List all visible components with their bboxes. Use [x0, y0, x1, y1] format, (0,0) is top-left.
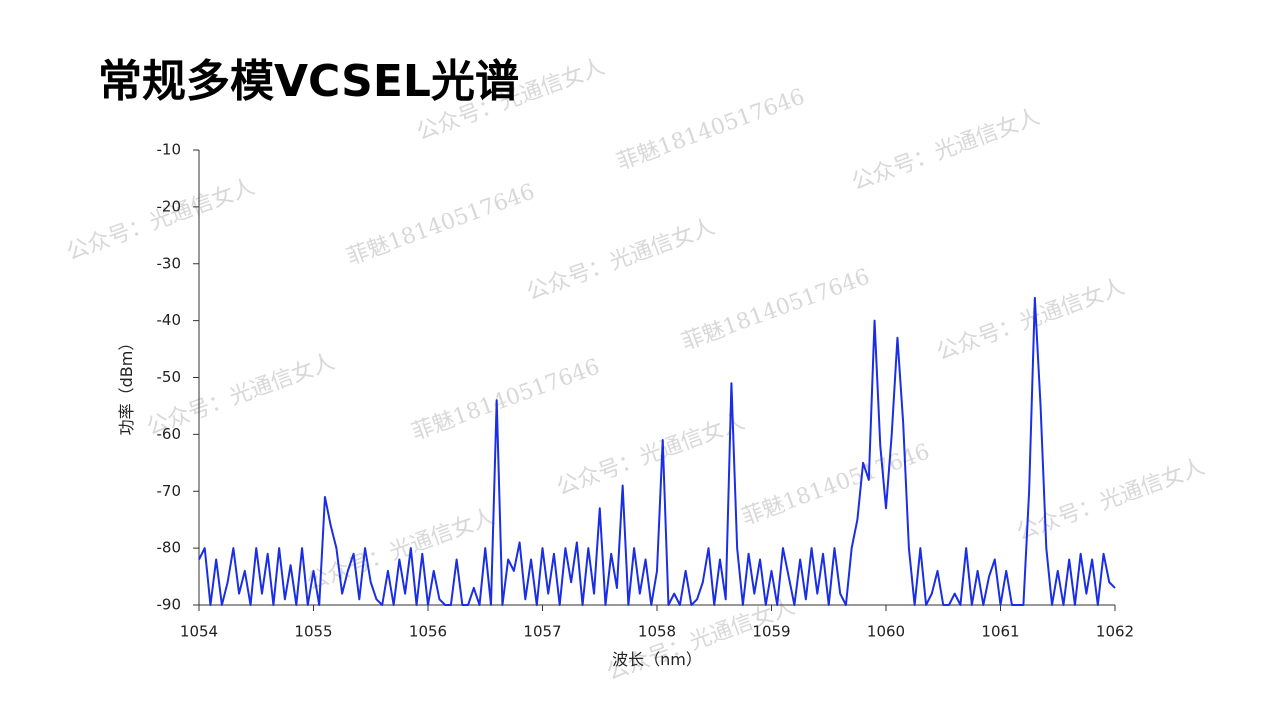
x-tick-label: 1057	[523, 623, 561, 641]
watermark: 菲魅18140517646	[614, 84, 809, 175]
x-tick-label: 1058	[638, 623, 676, 641]
y-tick-label: -30	[157, 254, 182, 272]
watermark: 公众号：光通信女人	[524, 214, 719, 305]
x-tick-label: 1062	[1096, 623, 1134, 641]
watermark: 公众号：光通信女人	[304, 504, 499, 595]
x-tick-label: 1055	[294, 623, 332, 641]
watermark: 公众号：光通信女人	[64, 174, 259, 265]
y-tick-label: -10	[157, 141, 182, 159]
watermark: 菲魅18140517646	[344, 179, 539, 270]
x-tick-label: 1056	[409, 623, 447, 641]
spectrum-line	[198, 296, 1116, 606]
y-tick-label: -90	[157, 596, 182, 614]
x-tick-label: 1060	[867, 623, 905, 641]
x-tick-label: 1059	[752, 623, 790, 641]
watermark-layer: 公众号：光通信女人 公众号：光通信女人 菲魅18140517646 菲魅1814…	[64, 54, 1209, 685]
y-tick-label: -50	[157, 368, 182, 386]
watermark: 菲魅18140517646	[679, 264, 874, 355]
y-axis-label: 功率（dBm）	[117, 335, 136, 436]
slide-title: 常规多模VCSEL光谱	[98, 56, 519, 107]
watermark: 菲魅18140517646	[409, 354, 604, 445]
x-axis-label: 波长（nm）	[612, 650, 702, 669]
y-tick-label: -40	[157, 311, 182, 329]
x-tick-label: 1061	[981, 623, 1019, 641]
watermark: 公众号：光通信女人	[934, 274, 1129, 365]
x-tick-label: 1054	[180, 623, 218, 641]
y-tick-label: -20	[157, 197, 182, 215]
y-tick-label: -70	[157, 482, 182, 500]
watermark: 公众号：光通信女人	[849, 104, 1044, 195]
y-tick-label: -60	[157, 425, 182, 443]
watermark: 公众号：光通信女人	[554, 409, 749, 500]
y-tick-label: -80	[157, 539, 182, 557]
